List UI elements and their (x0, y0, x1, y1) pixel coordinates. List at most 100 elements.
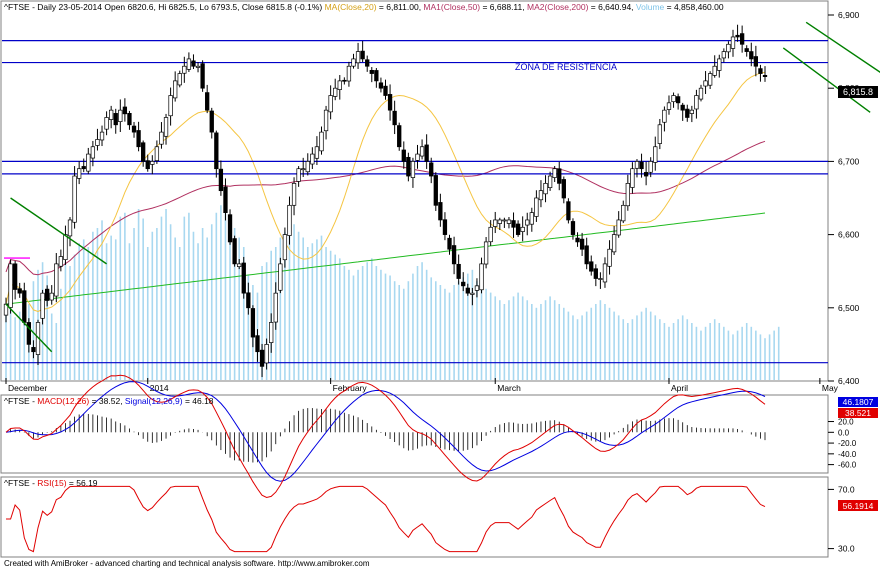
candle-body (739, 33, 745, 45)
candle-body (136, 130, 141, 148)
trend-line (5, 303, 53, 353)
macd-pane[interactable] (0, 394, 829, 474)
candle-body (282, 234, 288, 261)
candle-body (625, 183, 630, 207)
candle-body (323, 109, 329, 132)
candle-body (351, 58, 356, 67)
candle-body (346, 65, 352, 82)
candle-body (735, 34, 740, 38)
candle-body (333, 87, 338, 97)
candle-body (662, 109, 667, 123)
candle-body (598, 278, 603, 280)
macd-chart: -60.0 -40.0 -20.0 0.020.0 (5, 374, 857, 499)
candle-body (278, 263, 283, 291)
candles (3, 24, 768, 378)
candle-body (259, 349, 265, 367)
macd-tick-label: -60.0 (838, 461, 857, 470)
rsi-tick-label: 70.0 (838, 484, 855, 494)
candle-body (397, 125, 402, 148)
candle-body (310, 153, 315, 165)
candle-body (584, 245, 589, 265)
x-axis: December 2014 February March April May (5, 378, 839, 393)
candle-body (86, 153, 91, 172)
candle-body (529, 212, 534, 225)
candle-body (173, 80, 178, 99)
candle-body (328, 95, 333, 113)
candle-body (255, 335, 260, 353)
candle-body (163, 117, 169, 137)
price-tick-label: 6,600 (838, 230, 860, 240)
x-tick-label: April (671, 383, 688, 393)
candle-body (118, 109, 123, 123)
resistance-zone-label: ZONA DE RESISTÊNCIA (515, 62, 617, 72)
candle-body (703, 80, 708, 87)
candle-body (131, 125, 137, 133)
trend-line (782, 47, 871, 113)
candle-body (54, 263, 59, 297)
candle-body (81, 166, 86, 170)
candle-body (378, 82, 384, 89)
price-tick-label: 6,700 (838, 156, 860, 166)
rsi-line (6, 485, 766, 553)
candle-body (730, 36, 736, 49)
moving-averages (5, 71, 766, 313)
candle-body (77, 168, 82, 179)
candle-body (520, 226, 525, 232)
candle-body (113, 113, 118, 126)
candle-body (365, 59, 370, 67)
candle-body (168, 95, 173, 117)
ma20-line (5, 71, 766, 313)
candle-body (177, 73, 182, 86)
candle-body (22, 290, 27, 323)
rsi-pane[interactable] (0, 476, 829, 558)
candle-body (465, 287, 470, 294)
macd-tick-label: 20.0 (838, 418, 854, 427)
ma20-label: MA(Close,20) (325, 2, 377, 12)
ma50-label: MA1(Close,50) (423, 2, 480, 12)
candle-body (415, 153, 420, 161)
candle-body (570, 221, 576, 235)
ma50-line (5, 140, 766, 276)
volume-value: = 4,858,460.00 (664, 2, 724, 12)
last-price-tag (838, 86, 878, 98)
candle-body (383, 85, 388, 96)
candle-body (49, 292, 54, 301)
candle-body (159, 131, 164, 145)
candle-body (90, 146, 96, 159)
rsi-tick-label: 30.0 (838, 544, 855, 554)
candle-body (461, 281, 466, 287)
macd-tick-label: 0.0 (838, 428, 850, 437)
candle-body (552, 168, 557, 178)
ma200-value: = 6,640.94, (588, 2, 636, 12)
candle-body (497, 219, 502, 224)
candle-body (31, 347, 36, 353)
price-header: ^FTSE - Daily 23-05-2014 Open 6820.6, Hi… (4, 2, 724, 12)
candle-body (122, 106, 128, 115)
x-tick-label: March (497, 383, 521, 393)
candle-body (58, 256, 64, 267)
candle-body (63, 234, 68, 260)
candle-body (525, 219, 530, 226)
candle-body (387, 94, 393, 111)
candle-body (227, 214, 233, 243)
candle-body (680, 104, 685, 111)
candle-body (561, 179, 566, 199)
candle-body (109, 109, 114, 120)
candle-body (689, 109, 694, 114)
price-pane[interactable] (0, 0, 829, 382)
candle-body (511, 220, 516, 228)
trend-line (10, 197, 107, 265)
candle-body (145, 160, 150, 170)
candle-body (456, 263, 461, 279)
x-tick-label: February (333, 383, 368, 393)
ma200-label: MA2(Close,200) (527, 2, 589, 12)
candle-body (205, 92, 210, 111)
rsi-label: RSI(15) (37, 478, 66, 488)
candle-body (643, 172, 649, 177)
candle-body (237, 263, 242, 267)
signal-value: = 46.18 (183, 396, 214, 406)
candle-body (287, 204, 292, 236)
candle-body (429, 162, 434, 177)
